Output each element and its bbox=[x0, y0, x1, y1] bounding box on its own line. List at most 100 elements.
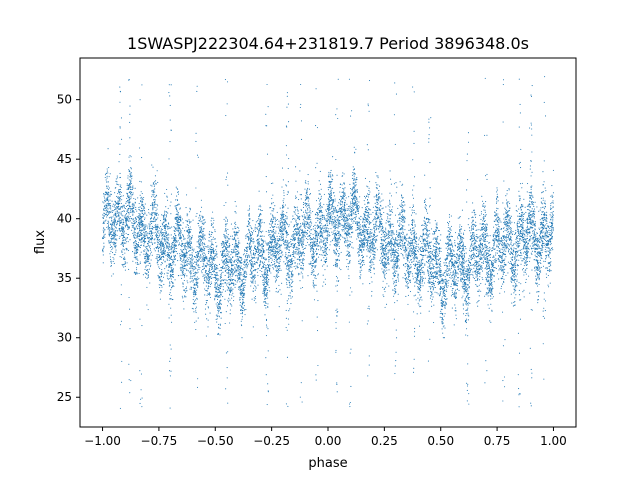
data-point bbox=[282, 200, 284, 202]
data-point bbox=[462, 245, 464, 247]
data-point bbox=[226, 264, 228, 266]
data-point bbox=[288, 250, 290, 252]
data-point bbox=[187, 226, 190, 229]
data-point bbox=[205, 271, 207, 273]
data-point bbox=[367, 222, 369, 224]
data-point bbox=[427, 271, 429, 273]
data-point bbox=[205, 313, 207, 315]
data-point bbox=[126, 205, 129, 207]
data-point bbox=[385, 242, 387, 244]
data-point bbox=[289, 242, 291, 244]
data-point bbox=[170, 213, 172, 215]
data-point bbox=[402, 236, 404, 238]
data-point bbox=[495, 210, 497, 212]
data-point bbox=[128, 226, 131, 228]
data-point bbox=[476, 266, 478, 268]
data-point bbox=[309, 211, 311, 213]
data-point bbox=[262, 283, 264, 285]
data-point bbox=[514, 297, 516, 299]
data-point bbox=[544, 187, 546, 189]
data-point bbox=[153, 232, 155, 234]
data-point bbox=[103, 242, 105, 244]
data-point bbox=[265, 242, 267, 244]
data-point bbox=[199, 242, 202, 244]
data-point bbox=[280, 228, 282, 230]
data-point bbox=[373, 196, 375, 198]
data-point bbox=[197, 264, 199, 266]
data-point bbox=[394, 275, 396, 277]
data-point bbox=[316, 162, 318, 164]
data-point bbox=[222, 296, 224, 298]
data-point bbox=[496, 197, 498, 199]
data-point bbox=[188, 257, 190, 259]
data-point bbox=[170, 274, 172, 277]
data-point bbox=[463, 290, 465, 292]
data-point bbox=[172, 284, 174, 286]
data-point bbox=[255, 287, 257, 289]
data-point bbox=[426, 242, 428, 244]
data-point bbox=[226, 305, 229, 307]
data-point bbox=[104, 191, 106, 193]
data-point bbox=[290, 238, 292, 240]
data-point bbox=[191, 246, 193, 248]
data-point bbox=[518, 242, 520, 245]
data-point bbox=[156, 262, 158, 264]
data-point bbox=[324, 231, 326, 234]
data-point bbox=[190, 241, 192, 243]
data-point bbox=[153, 199, 155, 201]
data-point bbox=[371, 281, 373, 283]
data-point bbox=[465, 248, 467, 250]
data-point bbox=[216, 256, 218, 258]
data-point bbox=[485, 262, 487, 264]
data-point bbox=[484, 257, 486, 259]
data-point bbox=[132, 213, 134, 215]
data-point bbox=[325, 226, 327, 228]
data-point bbox=[329, 193, 332, 195]
data-point bbox=[231, 260, 233, 262]
data-point bbox=[303, 259, 305, 261]
data-point bbox=[115, 227, 117, 229]
data-point bbox=[470, 226, 472, 228]
data-point bbox=[310, 219, 312, 221]
data-point bbox=[113, 237, 115, 239]
data-point bbox=[241, 297, 243, 299]
data-point bbox=[524, 206, 526, 208]
data-point bbox=[349, 240, 351, 243]
data-point bbox=[121, 225, 123, 227]
data-point bbox=[191, 261, 193, 263]
data-point bbox=[230, 235, 232, 237]
data-point bbox=[472, 246, 474, 249]
data-point bbox=[384, 266, 386, 268]
data-point bbox=[143, 218, 146, 220]
data-point bbox=[335, 285, 337, 287]
data-point bbox=[529, 210, 531, 212]
data-point bbox=[400, 203, 402, 205]
data-point bbox=[417, 261, 419, 263]
data-point bbox=[381, 244, 383, 246]
data-point bbox=[204, 254, 206, 256]
data-point bbox=[351, 242, 353, 244]
data-point bbox=[366, 245, 368, 247]
data-point bbox=[191, 259, 194, 261]
data-point bbox=[307, 238, 309, 240]
data-point bbox=[258, 219, 260, 221]
data-point bbox=[180, 236, 182, 238]
data-point bbox=[512, 244, 514, 247]
data-point bbox=[299, 280, 301, 282]
data-point bbox=[339, 191, 341, 193]
data-point bbox=[199, 215, 201, 217]
data-point bbox=[218, 310, 220, 313]
data-point bbox=[294, 257, 296, 259]
data-point bbox=[496, 224, 498, 226]
data-point bbox=[247, 236, 249, 238]
data-point bbox=[435, 267, 437, 269]
data-point bbox=[367, 228, 369, 231]
data-point bbox=[377, 193, 380, 195]
data-point bbox=[185, 263, 187, 265]
data-point bbox=[478, 245, 480, 248]
data-point bbox=[204, 238, 206, 240]
data-point bbox=[199, 238, 202, 240]
data-point bbox=[107, 199, 109, 202]
data-point bbox=[390, 183, 392, 185]
data-point bbox=[258, 205, 260, 207]
